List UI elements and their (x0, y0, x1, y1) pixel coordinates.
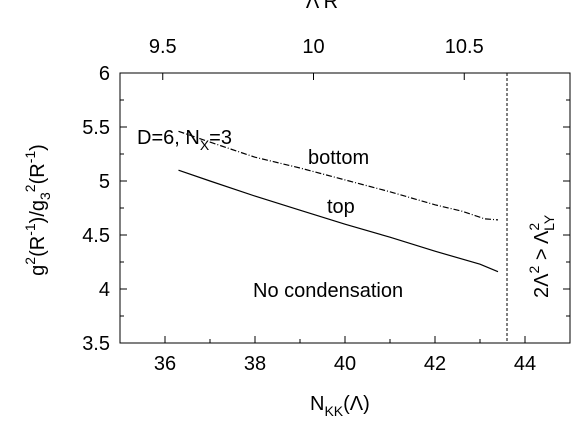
bottom-label: bottom (308, 147, 369, 169)
params-label: D=6, NX=3 (137, 127, 232, 153)
series-line-top (178, 169, 499, 273)
top-tick-label: 10.5 (445, 36, 484, 58)
x-tick-label: 40 (334, 353, 356, 375)
series-layer (178, 73, 508, 343)
y-tick-label: 4.5 (82, 225, 110, 247)
tick-marks (119, 72, 571, 344)
x-axis-title: NKK(Λ) (310, 393, 370, 419)
x-tick-label: 42 (424, 353, 446, 375)
no-condensation-label: No condensation (253, 280, 403, 302)
x-tick-label: 36 (154, 353, 176, 375)
y-tick-label: 6 (99, 63, 110, 85)
y-tick-label: 3.5 (82, 333, 110, 355)
top-tick-label: 9.5 (149, 36, 177, 58)
top-tick-label: 10 (302, 36, 324, 58)
top-axis-title: Λ R (306, 0, 338, 13)
x-tick-label: 44 (514, 353, 536, 375)
inequality-label: 2Λ2 > Λ2LY (526, 214, 557, 298)
x-tick-label: 38 (244, 353, 266, 375)
series-line-bottom (178, 130, 499, 221)
y-axis-title: g2(R-1)/g32(R-1) (22, 144, 53, 276)
top-label: top (327, 196, 355, 218)
y-tick-label: 4 (99, 279, 110, 301)
y-tick-label: 5 (99, 171, 110, 193)
tick-labels: 36 38 40 42 44 3.5 4 4.5 5 5.5 6 9.5 10 10.5 (82, 36, 536, 375)
y-tick-label: 5.5 (82, 117, 110, 139)
